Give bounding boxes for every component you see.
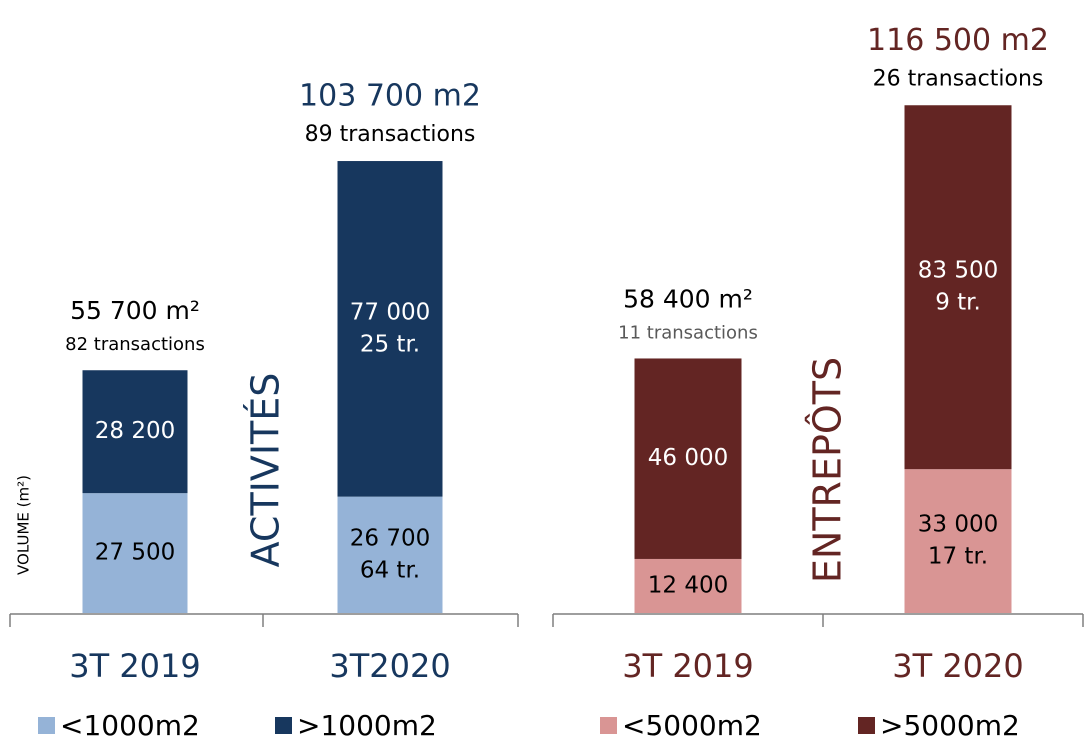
value-label: 33 000 xyxy=(918,512,998,538)
bar-segment xyxy=(634,358,742,559)
value-label: 83 500 xyxy=(918,258,998,284)
transactions-label: 89 transactions xyxy=(305,122,476,147)
value-label: 12 400 xyxy=(648,572,728,598)
legend-label: <5000m2 xyxy=(622,709,762,742)
value-label: 28 200 xyxy=(95,418,175,444)
value-label: 46 000 xyxy=(648,445,728,471)
bar-segment xyxy=(82,370,188,494)
value-label: 77 000 xyxy=(350,299,430,325)
value-label: 26 700 xyxy=(350,525,430,551)
section-title: ACTIVITÉS xyxy=(244,373,288,568)
bar-segment xyxy=(337,496,443,613)
legend-swatch xyxy=(600,717,617,734)
legend-swatch xyxy=(858,717,875,734)
total-label: 103 700 m2 xyxy=(299,79,481,114)
x-tick-label: 3T 2020 xyxy=(892,647,1024,685)
legend-swatch xyxy=(38,717,55,734)
legend-swatch xyxy=(275,717,292,734)
x-tick-label: 3T2020 xyxy=(329,647,450,685)
total-label: 55 700 m² xyxy=(70,296,200,325)
value-sublabel: 64 tr. xyxy=(360,557,420,583)
value-label: 27 500 xyxy=(95,540,175,566)
bar-segment xyxy=(904,105,1012,470)
transactions-label: 11 transactions xyxy=(618,322,758,343)
x-tick-label: 3T 2019 xyxy=(622,647,754,685)
x-tick-label: 3T 2019 xyxy=(69,647,201,685)
legend-label: >5000m2 xyxy=(880,709,1020,742)
total-label: 58 400 m² xyxy=(623,284,753,313)
value-sublabel: 9 tr. xyxy=(935,290,981,316)
bar-segment xyxy=(337,161,443,497)
section-title: ENTREPÔTS xyxy=(806,357,850,583)
bar-segment xyxy=(82,493,188,613)
y-axis-label: VOLUME (m²) xyxy=(15,475,33,575)
total-label: 116 500 m2 xyxy=(867,23,1049,58)
transactions-label: 26 transactions xyxy=(873,66,1044,91)
transactions-label: 82 transactions xyxy=(65,334,205,355)
bar-segment xyxy=(634,558,742,613)
legend-label: >1000m2 xyxy=(297,709,437,742)
value-sublabel: 25 tr. xyxy=(360,331,420,357)
legend-label: <1000m2 xyxy=(60,709,200,742)
value-sublabel: 17 tr. xyxy=(928,544,988,570)
bar-segment xyxy=(904,469,1012,613)
